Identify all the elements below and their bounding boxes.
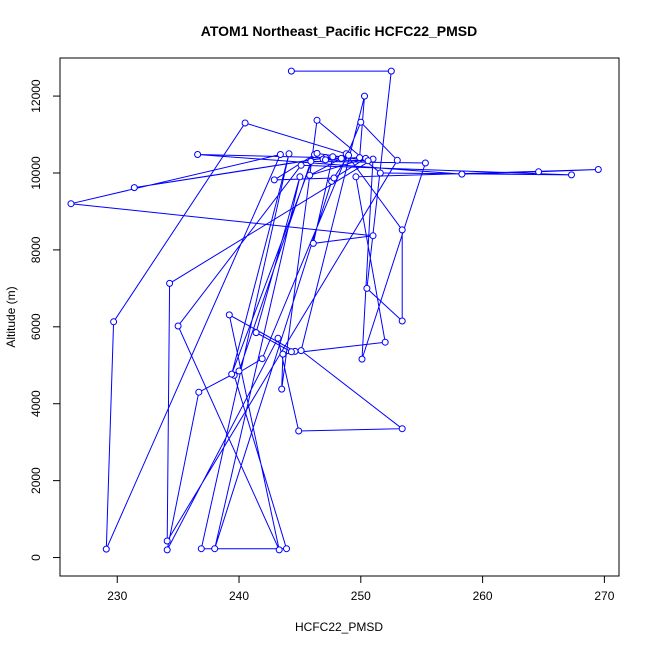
data-point (421, 159, 429, 167)
x-tick-label: 240 (229, 589, 249, 603)
data-point (393, 156, 401, 164)
data-point (274, 334, 282, 342)
data-point (313, 149, 321, 157)
data-point (307, 157, 315, 165)
data-point (376, 169, 384, 177)
data-point (337, 154, 345, 162)
data-point (594, 166, 602, 173)
data-point (345, 151, 353, 159)
data-point (241, 119, 249, 127)
data-point (352, 173, 360, 181)
data-point (285, 150, 293, 158)
data-point (398, 317, 406, 325)
data-point (535, 168, 543, 176)
data-point (356, 154, 364, 162)
data-point (194, 151, 202, 158)
data-point (398, 425, 406, 433)
data-point (313, 116, 321, 124)
data-point (295, 427, 303, 435)
data-point (306, 171, 314, 179)
data-point (225, 311, 233, 319)
data-point (358, 355, 366, 363)
data-point (166, 279, 174, 287)
x-axis-label: HCFC22_PMSD (295, 620, 383, 634)
data-point (163, 546, 171, 554)
data-point (235, 367, 243, 375)
x-tick-label: 230 (107, 589, 127, 603)
data-point (297, 347, 305, 355)
y-tick-label: 8000 (29, 236, 43, 263)
y-tick-label: 4000 (29, 390, 43, 417)
data-point (296, 173, 304, 181)
data-point (287, 67, 295, 75)
plot-frame (59, 57, 620, 577)
data-point (252, 329, 260, 337)
data-point (287, 348, 295, 356)
data-point (361, 92, 368, 100)
y-axis: 0 2000 4000 6000 8000 10000 12000 (29, 79, 60, 561)
data-point (197, 545, 205, 553)
y-tick-label: 12000 (29, 79, 43, 113)
data-point (322, 156, 329, 164)
data-point (276, 151, 284, 158)
y-tick-label: 2000 (29, 467, 43, 494)
x-tick-label: 270 (594, 589, 614, 603)
data-point (330, 174, 338, 182)
data-point (102, 545, 110, 553)
data-point (67, 200, 75, 208)
data-point (163, 537, 171, 545)
x-tick-label: 250 (351, 589, 371, 603)
x-axis: 230 240 250 260 270 (107, 576, 615, 603)
x-tick-label: 260 (473, 589, 493, 603)
data-points (67, 67, 602, 554)
data-point (195, 388, 203, 396)
data-point (278, 385, 286, 393)
data-point (275, 546, 283, 554)
data-point (110, 318, 118, 326)
data-point (364, 157, 372, 165)
chart-title: ATOM1 Northeast_Pacific HCFC22_PMSD (201, 23, 477, 39)
data-point (363, 284, 371, 292)
data-point (174, 322, 182, 330)
data-point (568, 171, 575, 179)
data-point (369, 232, 377, 240)
data-point (297, 161, 305, 169)
data-point (279, 350, 287, 358)
data-point (228, 370, 236, 378)
data-point (309, 239, 317, 247)
y-axis-label: Altitude (m) (4, 286, 18, 347)
data-point (270, 176, 278, 184)
data-point (387, 67, 395, 75)
y-tick-label: 0 (29, 554, 43, 561)
data-point (381, 338, 389, 346)
data-point (130, 184, 138, 192)
y-tick-label: 6000 (29, 313, 43, 340)
y-tick-label: 10000 (29, 156, 43, 190)
data-point (283, 545, 290, 553)
data-point (398, 226, 406, 234)
data-point (357, 118, 365, 126)
data-point (258, 355, 266, 363)
data-point (211, 545, 219, 553)
data-point (458, 170, 466, 178)
data-point (329, 153, 337, 161)
